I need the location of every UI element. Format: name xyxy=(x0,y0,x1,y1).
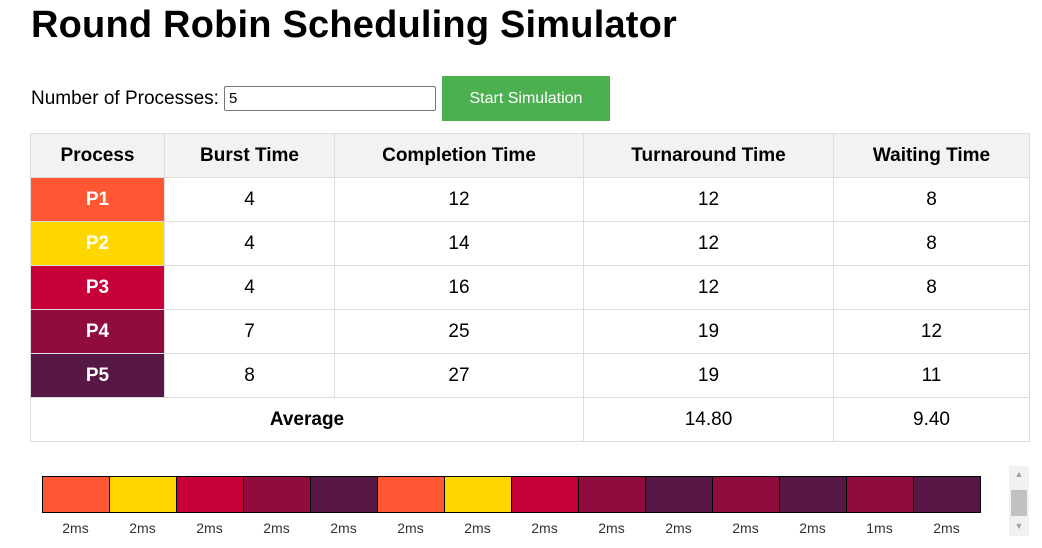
table-header-row: Process Burst Time Completion Time Turna… xyxy=(30,133,1030,178)
process-cell: P1 xyxy=(30,177,165,222)
gantt-block xyxy=(310,476,378,513)
table-row: P3 4 16 12 8 xyxy=(30,265,1030,310)
average-turnaround: 14.80 xyxy=(583,397,834,442)
completion-time-cell: 12 xyxy=(334,177,584,222)
gantt-chart-container[interactable]: 2ms 2ms 2ms 2ms 2ms 2ms 2ms 2ms 2ms 2ms 2ms 2ms 1ms 2… xyxy=(30,466,1007,548)
gantt-block xyxy=(444,476,512,513)
page-title: Round Robin Scheduling Simulator xyxy=(31,4,678,46)
gantt-time-label: 2ms xyxy=(933,520,960,536)
completion-time-cell: 16 xyxy=(334,265,584,310)
burst-time-cell: 4 xyxy=(164,221,335,266)
gantt-block xyxy=(511,476,579,513)
gantt-block xyxy=(109,476,177,513)
burst-time-cell: 7 xyxy=(164,309,335,354)
table-row: P5 8 27 19 11 xyxy=(30,353,1030,398)
average-label: Average xyxy=(30,397,584,442)
gantt-time-label: 2ms xyxy=(196,520,223,536)
waiting-time-cell: 8 xyxy=(833,265,1030,310)
gantt-block xyxy=(377,476,445,513)
controls-bar: Number of Processes: Start Simulation xyxy=(31,76,610,121)
completion-time-cell: 25 xyxy=(334,309,584,354)
table-row: P1 4 12 12 8 xyxy=(30,177,1030,222)
header-waiting-time: Waiting Time xyxy=(833,133,1030,178)
completion-time-cell: 27 xyxy=(334,353,584,398)
gantt-time-label: 2ms xyxy=(531,520,558,536)
start-simulation-button[interactable]: Start Simulation xyxy=(441,76,610,121)
completion-time-cell: 14 xyxy=(334,221,584,266)
table-row: P4 7 25 19 12 xyxy=(30,309,1030,354)
header-turnaround-time: Turnaround Time xyxy=(583,133,834,178)
waiting-time-cell: 12 xyxy=(833,309,1030,354)
gantt-block xyxy=(176,476,244,513)
gantt-time-label: 2ms xyxy=(799,520,826,536)
gantt-time-label: 2ms xyxy=(263,520,290,536)
process-count-label: Number of Processes: xyxy=(31,87,219,109)
scroll-down-arrow-icon[interactable]: ▼ xyxy=(1014,521,1024,531)
gantt-time-label: 2ms xyxy=(397,520,424,536)
average-waiting: 9.40 xyxy=(833,397,1030,442)
turnaround-time-cell: 19 xyxy=(583,309,834,354)
turnaround-time-cell: 12 xyxy=(583,265,834,310)
process-cell: P3 xyxy=(30,265,165,310)
turnaround-time-cell: 12 xyxy=(583,177,834,222)
gantt-time-label: 2ms xyxy=(129,520,156,536)
header-burst-time: Burst Time xyxy=(164,133,335,178)
gantt-block xyxy=(243,476,311,513)
gantt-block xyxy=(578,476,646,513)
header-completion-time: Completion Time xyxy=(334,133,584,178)
process-cell: P5 xyxy=(30,353,165,398)
vertical-scrollbar[interactable]: ▲ ▼ xyxy=(1009,466,1029,536)
gantt-time-label: 2ms xyxy=(732,520,759,536)
waiting-time-cell: 11 xyxy=(833,353,1030,398)
scroll-up-arrow-icon[interactable]: ▲ xyxy=(1014,469,1024,479)
process-cell: P4 xyxy=(30,309,165,354)
turnaround-time-cell: 19 xyxy=(583,353,834,398)
gantt-block xyxy=(42,476,110,513)
gantt-block xyxy=(913,476,981,513)
gantt-time-label: 1ms xyxy=(866,520,893,536)
average-row: Average 14.80 9.40 xyxy=(30,397,1030,442)
gantt-block xyxy=(645,476,713,513)
gantt-time-label: 2ms xyxy=(598,520,625,536)
process-count-input[interactable] xyxy=(223,86,436,111)
gantt-time-labels: 2ms 2ms 2ms 2ms 2ms 2ms 2ms 2ms 2ms 2ms 2ms 2ms 1ms 2… xyxy=(42,520,980,536)
burst-time-cell: 8 xyxy=(164,353,335,398)
waiting-time-cell: 8 xyxy=(833,177,1030,222)
gantt-time-label: 2ms xyxy=(330,520,357,536)
gantt-time-label: 2ms xyxy=(464,520,491,536)
scrollbar-thumb[interactable] xyxy=(1011,490,1027,516)
gantt-chart xyxy=(42,476,981,513)
gantt-block xyxy=(712,476,780,513)
header-process: Process xyxy=(30,133,165,178)
burst-time-cell: 4 xyxy=(164,265,335,310)
gantt-block xyxy=(779,476,847,513)
results-table: Process Burst Time Completion Time Turna… xyxy=(30,133,1030,442)
turnaround-time-cell: 12 xyxy=(583,221,834,266)
gantt-time-label: 2ms xyxy=(665,520,692,536)
process-cell: P2 xyxy=(30,221,165,266)
gantt-block xyxy=(846,476,914,513)
table-row: P2 4 14 12 8 xyxy=(30,221,1030,266)
burst-time-cell: 4 xyxy=(164,177,335,222)
gantt-time-label: 2ms xyxy=(62,520,89,536)
waiting-time-cell: 8 xyxy=(833,221,1030,266)
